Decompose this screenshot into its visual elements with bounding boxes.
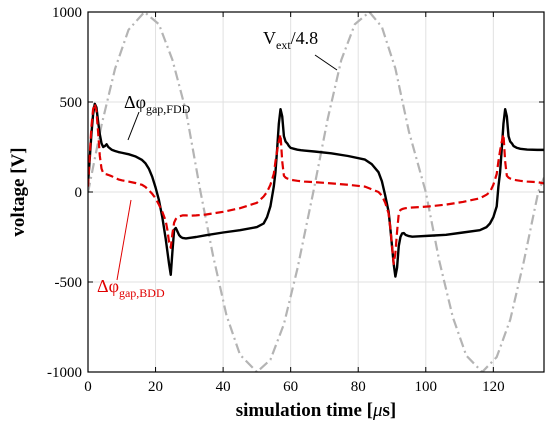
x-tick-label: 0 <box>84 379 92 395</box>
bdd-series-line <box>88 102 544 266</box>
fdd-series-line <box>88 102 544 278</box>
y-tick-label: -500 <box>55 275 83 291</box>
y-tick-label: 1000 <box>52 5 82 21</box>
fdd-annotation: Δφgap,FDD <box>124 92 191 116</box>
vext-leader-line <box>314 54 338 71</box>
x-tick-label: 120 <box>482 379 505 395</box>
series-layer <box>88 12 544 372</box>
y-tick-label: -1000 <box>47 365 82 381</box>
fdd-leader-line <box>127 111 140 141</box>
tick-marks <box>87 11 544 373</box>
bdd-annotation: Δφgap,BDD <box>97 276 165 300</box>
vext-annotation: Vext/4.8 <box>263 28 318 52</box>
y-axis-label: voltage [V] <box>8 147 29 236</box>
x-tick-label: 40 <box>216 379 231 395</box>
x-tick-label: 80 <box>351 379 366 395</box>
x-tick-label: 60 <box>283 379 298 395</box>
vext-series-line <box>88 12 544 372</box>
x-axis-label: simulation time [μs] <box>236 400 397 421</box>
tick-labels: 0 20 40 60 80 100 120 1000 500 0 -500 -1000 <box>47 5 505 395</box>
bdd-leader-line <box>116 199 132 281</box>
x-tick-label: 100 <box>415 379 438 395</box>
y-tick-label: 500 <box>60 95 83 111</box>
y-tick-label: 0 <box>75 185 83 201</box>
x-tick-label: 20 <box>148 379 163 395</box>
